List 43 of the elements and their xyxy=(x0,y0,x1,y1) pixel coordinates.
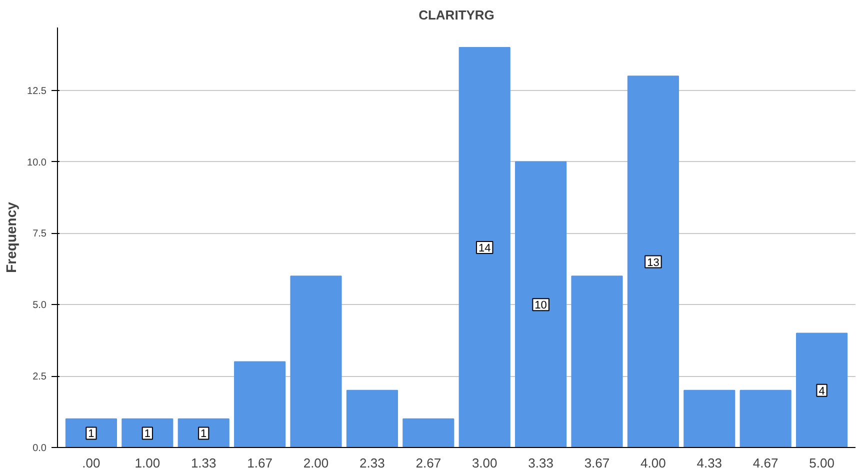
bar xyxy=(740,390,792,448)
bar xyxy=(234,361,286,448)
x-tick-label: 4.00 xyxy=(640,456,666,470)
data-label: 1 xyxy=(200,428,207,440)
bar xyxy=(684,390,736,448)
bar xyxy=(178,418,230,448)
data-label: 4 xyxy=(818,385,825,398)
data-label: 1 xyxy=(88,428,94,440)
bar xyxy=(627,76,679,448)
y-tick-label: 10.0 xyxy=(27,157,47,168)
bar xyxy=(571,276,623,448)
y-tick-label: 0.0 xyxy=(32,443,47,454)
y-tick-label: 5.0 xyxy=(32,300,47,312)
data-label: 1 xyxy=(144,428,150,440)
x-tick-label: 2.00 xyxy=(303,456,329,470)
data-label: 13 xyxy=(647,256,660,269)
x-tick-label: 3.67 xyxy=(584,456,610,470)
x-tick-label: 3.33 xyxy=(528,456,554,470)
bar xyxy=(458,47,510,448)
bar xyxy=(515,161,567,448)
bar xyxy=(65,418,118,448)
bar xyxy=(796,332,848,448)
y-tick-label: 12.5 xyxy=(27,86,47,97)
x-tick-label: .00 xyxy=(82,456,100,470)
x-tick-label: 4.67 xyxy=(752,456,778,470)
chart-title: CLARITYRG xyxy=(418,8,494,22)
bar xyxy=(402,418,454,448)
x-tick-label: 1.33 xyxy=(190,456,216,470)
y-tick-label: 7.5 xyxy=(32,228,47,240)
x-tick-label: 4.33 xyxy=(696,456,722,470)
bar xyxy=(346,390,398,448)
x-tick-label: 5.00 xyxy=(809,456,834,470)
x-tick-label: 2.33 xyxy=(360,456,385,470)
bar xyxy=(122,418,174,448)
x-tick-label: 3.00 xyxy=(472,456,498,470)
y-tick-label: 2.5 xyxy=(32,372,47,383)
x-tick-label: 1.67 xyxy=(247,456,272,470)
y-axis-title: Frequency xyxy=(3,202,20,273)
data-label: 14 xyxy=(478,242,491,254)
bar xyxy=(290,276,342,448)
x-tick-label: 2.67 xyxy=(416,456,442,470)
data-label: 10 xyxy=(534,300,547,312)
x-tick-label: 1.00 xyxy=(134,456,160,470)
